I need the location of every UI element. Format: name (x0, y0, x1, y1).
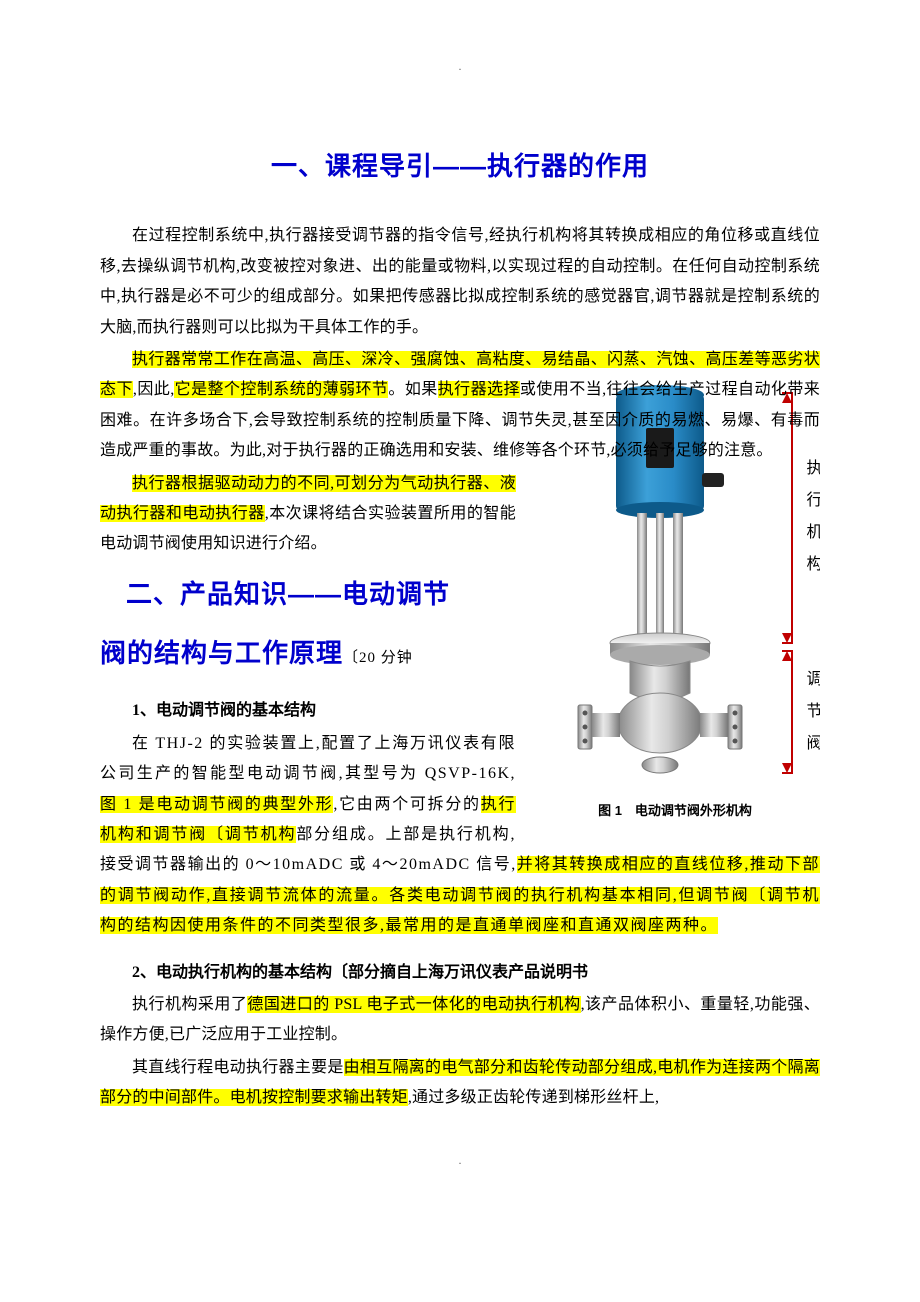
subheading-2: 2、电动执行机构的基本结构〔部分摘自上海万讯仪表产品说明书 (100, 958, 820, 988)
p6-text-a: 其直线行程电动执行器主要是 (132, 1059, 344, 1076)
heading-2-note: 〔20 分钟 (343, 650, 413, 666)
p4-text-c: ,它由两个可拆分的 (333, 796, 480, 813)
page-marker-bottom: . (100, 1154, 820, 1166)
figure-1-caption: 图 1 电动调节阀外形机构 (530, 799, 820, 824)
p4-text-a: 在 THJ-2 的实验装置上,配置了上海万讯仪表有限公司生产的智能型电动调节阀,… (100, 735, 516, 782)
p4-highlight-1: 图 1 是电动调节阀的典型外形 (100, 796, 333, 813)
heading-2-line2-text: 阀的结构与工作原理 (100, 638, 343, 668)
label-actuator: 执 行 机 构 (804, 459, 821, 577)
p2-text-a: ,因此, (133, 381, 175, 398)
p2-highlight-3: 执行器选择 (438, 381, 520, 398)
p6-text-d: ,通过多级正齿轮传递到梯形丝杆上, (408, 1089, 659, 1106)
paragraph-5: 执行机构采用了德国进口的 PSL 电子式一体化的电动执行机构,该产品体积小、重量… (100, 990, 820, 1051)
label-valve: 调 节 阀 (804, 670, 821, 756)
heading-1: 一、课程导引——执行器的作用 (100, 142, 820, 191)
paragraph-6: 其直线行程电动执行器主要是由相互隔离的电气部分和齿轮传动部分组成,电机作为连接两… (100, 1053, 820, 1114)
p5-highlight: 德国进口的 PSL 电子式一体化的电动执行机构 (247, 996, 580, 1013)
p2-highlight-2: 它是整个控制系统的薄弱环节 (174, 381, 388, 398)
p2-text-c: 。如果 (388, 381, 437, 398)
paragraph-1: 在过程控制系统中,执行器接受调节器的指令信号,经执行机构将其转换成相应的角位移或… (100, 221, 820, 343)
paragraph-2: 执行器常常工作在高温、高压、深冷、强腐蚀、高粘度、易结晶、闪蒸、汽蚀、高压差等恶… (100, 345, 820, 467)
p6-highlight-2: 电机按控制要求输出转矩 (230, 1089, 408, 1106)
page-marker-top: . (100, 60, 820, 72)
p5-text-a: 执行机构采用了 (132, 996, 247, 1013)
